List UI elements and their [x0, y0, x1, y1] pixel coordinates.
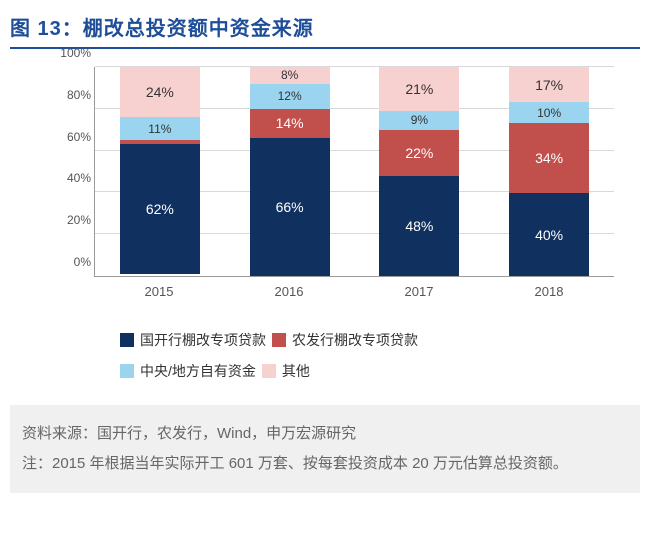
bar-segment-cdb: 48% [379, 176, 459, 276]
bar-segment-gov: 11% [120, 117, 200, 140]
bar-segment-adbc: 34% [509, 123, 589, 193]
y-tick-label: 40% [51, 171, 91, 185]
bar-segment-gov: 10% [509, 102, 589, 123]
legend-item-adbc: 农发行棚改专项贷款 [272, 325, 418, 356]
x-tick-label: 2016 [249, 284, 329, 299]
legend-swatch [120, 364, 134, 378]
bar-segment-cdb: 62% [120, 144, 200, 274]
legend-label: 农发行棚改专项贷款 [292, 325, 418, 356]
chart-title: 图 13：棚改总投资额中资金来源 [10, 18, 314, 40]
bar-column: 48% 22% 9% 21% [379, 67, 459, 276]
title-container: 图 13：棚改总投资额中资金来源 [10, 12, 640, 49]
bar-segment-other: 24% [120, 67, 200, 117]
segment-label: 9% [411, 113, 428, 127]
bar-column: 62% 2% 11% 24% [120, 67, 200, 276]
legend-item-cdb: 国开行棚改专项贷款 [120, 325, 266, 356]
y-tick-label: 20% [51, 213, 91, 227]
footer: 资料来源：国开行，农发行，Wind，申万宏源研究 注：2015 年根据当年实际开… [10, 405, 640, 493]
segment-label: 40% [535, 227, 563, 243]
segment-label: 62% [146, 201, 174, 217]
x-tick-label: 2015 [119, 284, 199, 299]
legend-label: 国开行棚改专项贷款 [140, 325, 266, 356]
note-text: 注：2015 年根据当年实际开工 601 万套、按每套投资成本 20 万元估算总… [22, 449, 628, 479]
bar-segment-adbc: 22% [379, 130, 459, 176]
legend: 国开行棚改专项贷款农发行棚改专项贷款 中央/地方自有资金其他 [120, 325, 640, 387]
segment-label: 21% [405, 81, 433, 97]
bar-segment-adbc: 14% [250, 109, 330, 138]
bar-column: 40% 34% 10% 17% [509, 67, 589, 276]
segment-label: 24% [146, 84, 174, 100]
y-tick-label: 80% [51, 88, 91, 102]
legend-swatch [262, 364, 276, 378]
source-text: 资料来源：国开行，农发行，Wind，申万宏源研究 [22, 419, 628, 449]
bar-segment-cdb: 66% [250, 138, 330, 276]
bars-container: 62% 2% 11% 24% 66% 14% 12% 8% 48% 22% 9% 21% 40% 34% 1… [95, 67, 614, 276]
y-tick-label: 100% [51, 46, 91, 60]
segment-label: 17% [535, 77, 563, 93]
bar-segment-gov: 12% [250, 84, 330, 109]
bar-column: 66% 14% 12% 8% [250, 67, 330, 276]
x-tick-label: 2017 [379, 284, 459, 299]
segment-label: 34% [535, 150, 563, 166]
y-tick-label: 60% [51, 130, 91, 144]
legend-item-gov: 中央/地方自有资金 [120, 356, 256, 387]
x-tick-label: 2018 [509, 284, 589, 299]
segment-label: 12% [278, 89, 302, 103]
segment-label: 66% [276, 199, 304, 215]
bar-segment-cdb: 40% [509, 193, 589, 276]
segment-label: 11% [148, 122, 171, 136]
segment-label: 22% [405, 145, 433, 161]
segment-label: 10% [537, 106, 561, 120]
bar-segment-adbc: 2% [120, 140, 200, 144]
legend-swatch [120, 333, 134, 347]
legend-item-other: 其他 [262, 356, 310, 387]
segment-label: 48% [405, 218, 433, 234]
legend-swatch [272, 333, 286, 347]
legend-row: 中央/地方自有资金其他 [120, 356, 640, 387]
bar-segment-other: 8% [250, 67, 330, 84]
legend-label: 中央/地方自有资金 [140, 356, 256, 387]
plot-region: 0%20%40%60%80%100%62%2%11%24%66%14%12%8%… [94, 67, 614, 277]
segment-label: 14% [276, 115, 304, 131]
y-tick-label: 0% [51, 255, 91, 269]
legend-row: 国开行棚改专项贷款农发行棚改专项贷款 [120, 325, 640, 356]
segment-label: 8% [281, 68, 298, 82]
bar-segment-other: 21% [379, 67, 459, 111]
x-axis-labels: 2015 2016 2017 2018 [94, 284, 614, 299]
bar-segment-other: 17% [509, 67, 589, 102]
chart-area: 0%20%40%60%80%100%62%2%11%24%66%14%12%8%… [54, 67, 614, 297]
legend-label: 其他 [282, 356, 310, 387]
bar-segment-gov: 9% [379, 111, 459, 130]
